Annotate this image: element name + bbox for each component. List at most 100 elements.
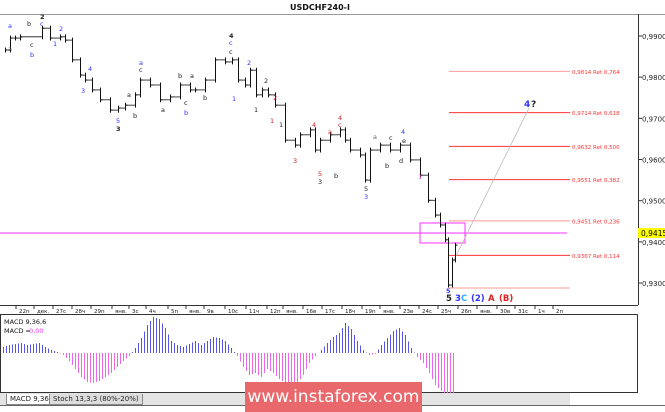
wave-label: 3	[293, 157, 297, 165]
wave-label: 4	[229, 32, 234, 40]
x-tick-label: 4ч	[149, 309, 156, 315]
watermark-logo: www.instaforex.com	[245, 382, 422, 412]
current-price-badge	[638, 228, 665, 238]
x-tick-label: 11ч	[249, 309, 259, 315]
y-tick-label: 0,9800	[642, 74, 665, 82]
wave-label: b	[203, 94, 207, 102]
x-tick-label: 28ч	[75, 309, 85, 315]
macd-value: 0,00	[29, 327, 43, 335]
wave-label: 4	[88, 65, 92, 73]
wave-label: a	[8, 45, 12, 53]
chart-title: USDCHF240-I	[290, 3, 350, 12]
wave-label: a	[139, 59, 143, 67]
wave-label: C	[461, 294, 467, 304]
wave-label: e	[402, 137, 406, 145]
x-tick-label: 18ч	[345, 309, 355, 315]
wave-label: (B)	[499, 294, 513, 304]
x-tick-label: янв.	[189, 309, 201, 315]
x-tick-label: 12п	[270, 309, 281, 315]
wave-label: 2	[40, 13, 45, 21]
x-tick-label: 30в	[500, 309, 510, 315]
wave-label: c	[139, 66, 143, 74]
wave-label: 3	[364, 193, 368, 201]
x-tick-label: янв.	[115, 309, 127, 315]
fib-level-label: 0,9632 Ret 0,500	[572, 145, 620, 151]
wave-label: c	[389, 134, 393, 142]
wave-label: 2	[264, 77, 268, 85]
tab-stoch[interactable]: Stoch 13,3,3 (80%-20%)	[49, 394, 143, 405]
macd-label: MACD 9,36,6	[4, 318, 46, 326]
wave-label: c	[229, 39, 233, 47]
wave-label: 4	[312, 121, 316, 129]
x-tick-label: 27с	[56, 309, 66, 315]
wave-label: 5	[318, 170, 322, 178]
wave-label: d	[399, 157, 403, 165]
x-tick-label: 31с	[518, 309, 528, 315]
wave-label: 5	[446, 287, 451, 295]
x-tick-label: 9в	[207, 309, 214, 315]
wave-label: 5	[364, 185, 368, 193]
wave-label: a	[190, 72, 194, 80]
x-tick-label: 22п	[19, 309, 30, 315]
x-tick-label: дек.	[37, 309, 50, 315]
fib-level-label: 0,9367 Ret 0,114	[572, 254, 620, 260]
wave-label: ?	[531, 100, 536, 110]
wave-label: 3	[318, 178, 322, 186]
wave-label: 5	[116, 117, 120, 125]
wave-label: 4	[524, 100, 530, 110]
y-tick-label: 0,9300	[642, 280, 665, 288]
wave-label: b	[184, 109, 188, 117]
target-zone-box	[419, 222, 466, 244]
x-tick-label: 26п	[461, 309, 472, 315]
wave-label: 2	[59, 25, 63, 33]
x-tick-label: 3с	[132, 309, 139, 315]
wave-label: (2)	[471, 294, 485, 304]
wave-label: 3	[455, 294, 461, 304]
wave-label: c	[184, 99, 188, 107]
wave-label: b	[178, 72, 182, 80]
wave-label: b	[385, 162, 389, 170]
wave-label: a	[373, 133, 377, 141]
x-tick-label: 17с	[325, 309, 335, 315]
wave-label: a	[127, 91, 131, 99]
fib-level-label: 0,9551 Ret 0,382	[572, 178, 620, 184]
wave-label: 2	[247, 59, 251, 67]
x-tick-label: 2п	[556, 309, 563, 315]
wave-label: b	[27, 20, 31, 28]
y-tick-label: 0,9900	[642, 33, 665, 41]
fib-level-label: 0,9714 Ret 0,618	[572, 111, 620, 117]
wave-label: c	[40, 20, 44, 28]
wave-label: c	[30, 41, 34, 49]
wave-label: 1	[254, 106, 258, 114]
projection-line	[452, 107, 530, 263]
x-tick-label: янв.	[480, 309, 492, 315]
fib-level-label: 0,9451 Ret 0,236	[572, 219, 620, 225]
x-tick-label: 24с	[422, 309, 432, 315]
wave-label: 3	[81, 87, 85, 95]
wave-label: 1	[232, 95, 236, 103]
wave-label: 5	[446, 294, 452, 304]
x-tick-label: 10с	[228, 309, 238, 315]
wave-label: 1	[418, 173, 422, 181]
x-tick-label: янв.	[383, 309, 395, 315]
x-tick-label: 19п	[365, 309, 376, 315]
x-tick-label: 5п	[171, 309, 178, 315]
wave-label: b	[334, 172, 338, 180]
wave-label: 1	[53, 40, 57, 48]
x-tick-label: 29п	[94, 309, 105, 315]
current-price-label: 0,9415	[641, 229, 665, 238]
x-tick-label: 25ч	[441, 309, 451, 315]
wave-label: 2	[273, 94, 277, 102]
wave-label: b	[133, 112, 137, 120]
wave-label: 3	[116, 125, 121, 133]
y-tick-label: 0,9400	[642, 239, 665, 247]
x-tick-label: 23в	[403, 309, 413, 315]
x-tick-label: 1ч	[538, 309, 545, 315]
wave-label: a	[328, 128, 332, 136]
wave-label: 1	[270, 117, 274, 125]
wave-label: b	[30, 51, 34, 59]
wave-label: a	[161, 106, 165, 114]
y-tick-label: 0,9500	[642, 198, 665, 206]
wave-label: a	[8, 22, 12, 30]
